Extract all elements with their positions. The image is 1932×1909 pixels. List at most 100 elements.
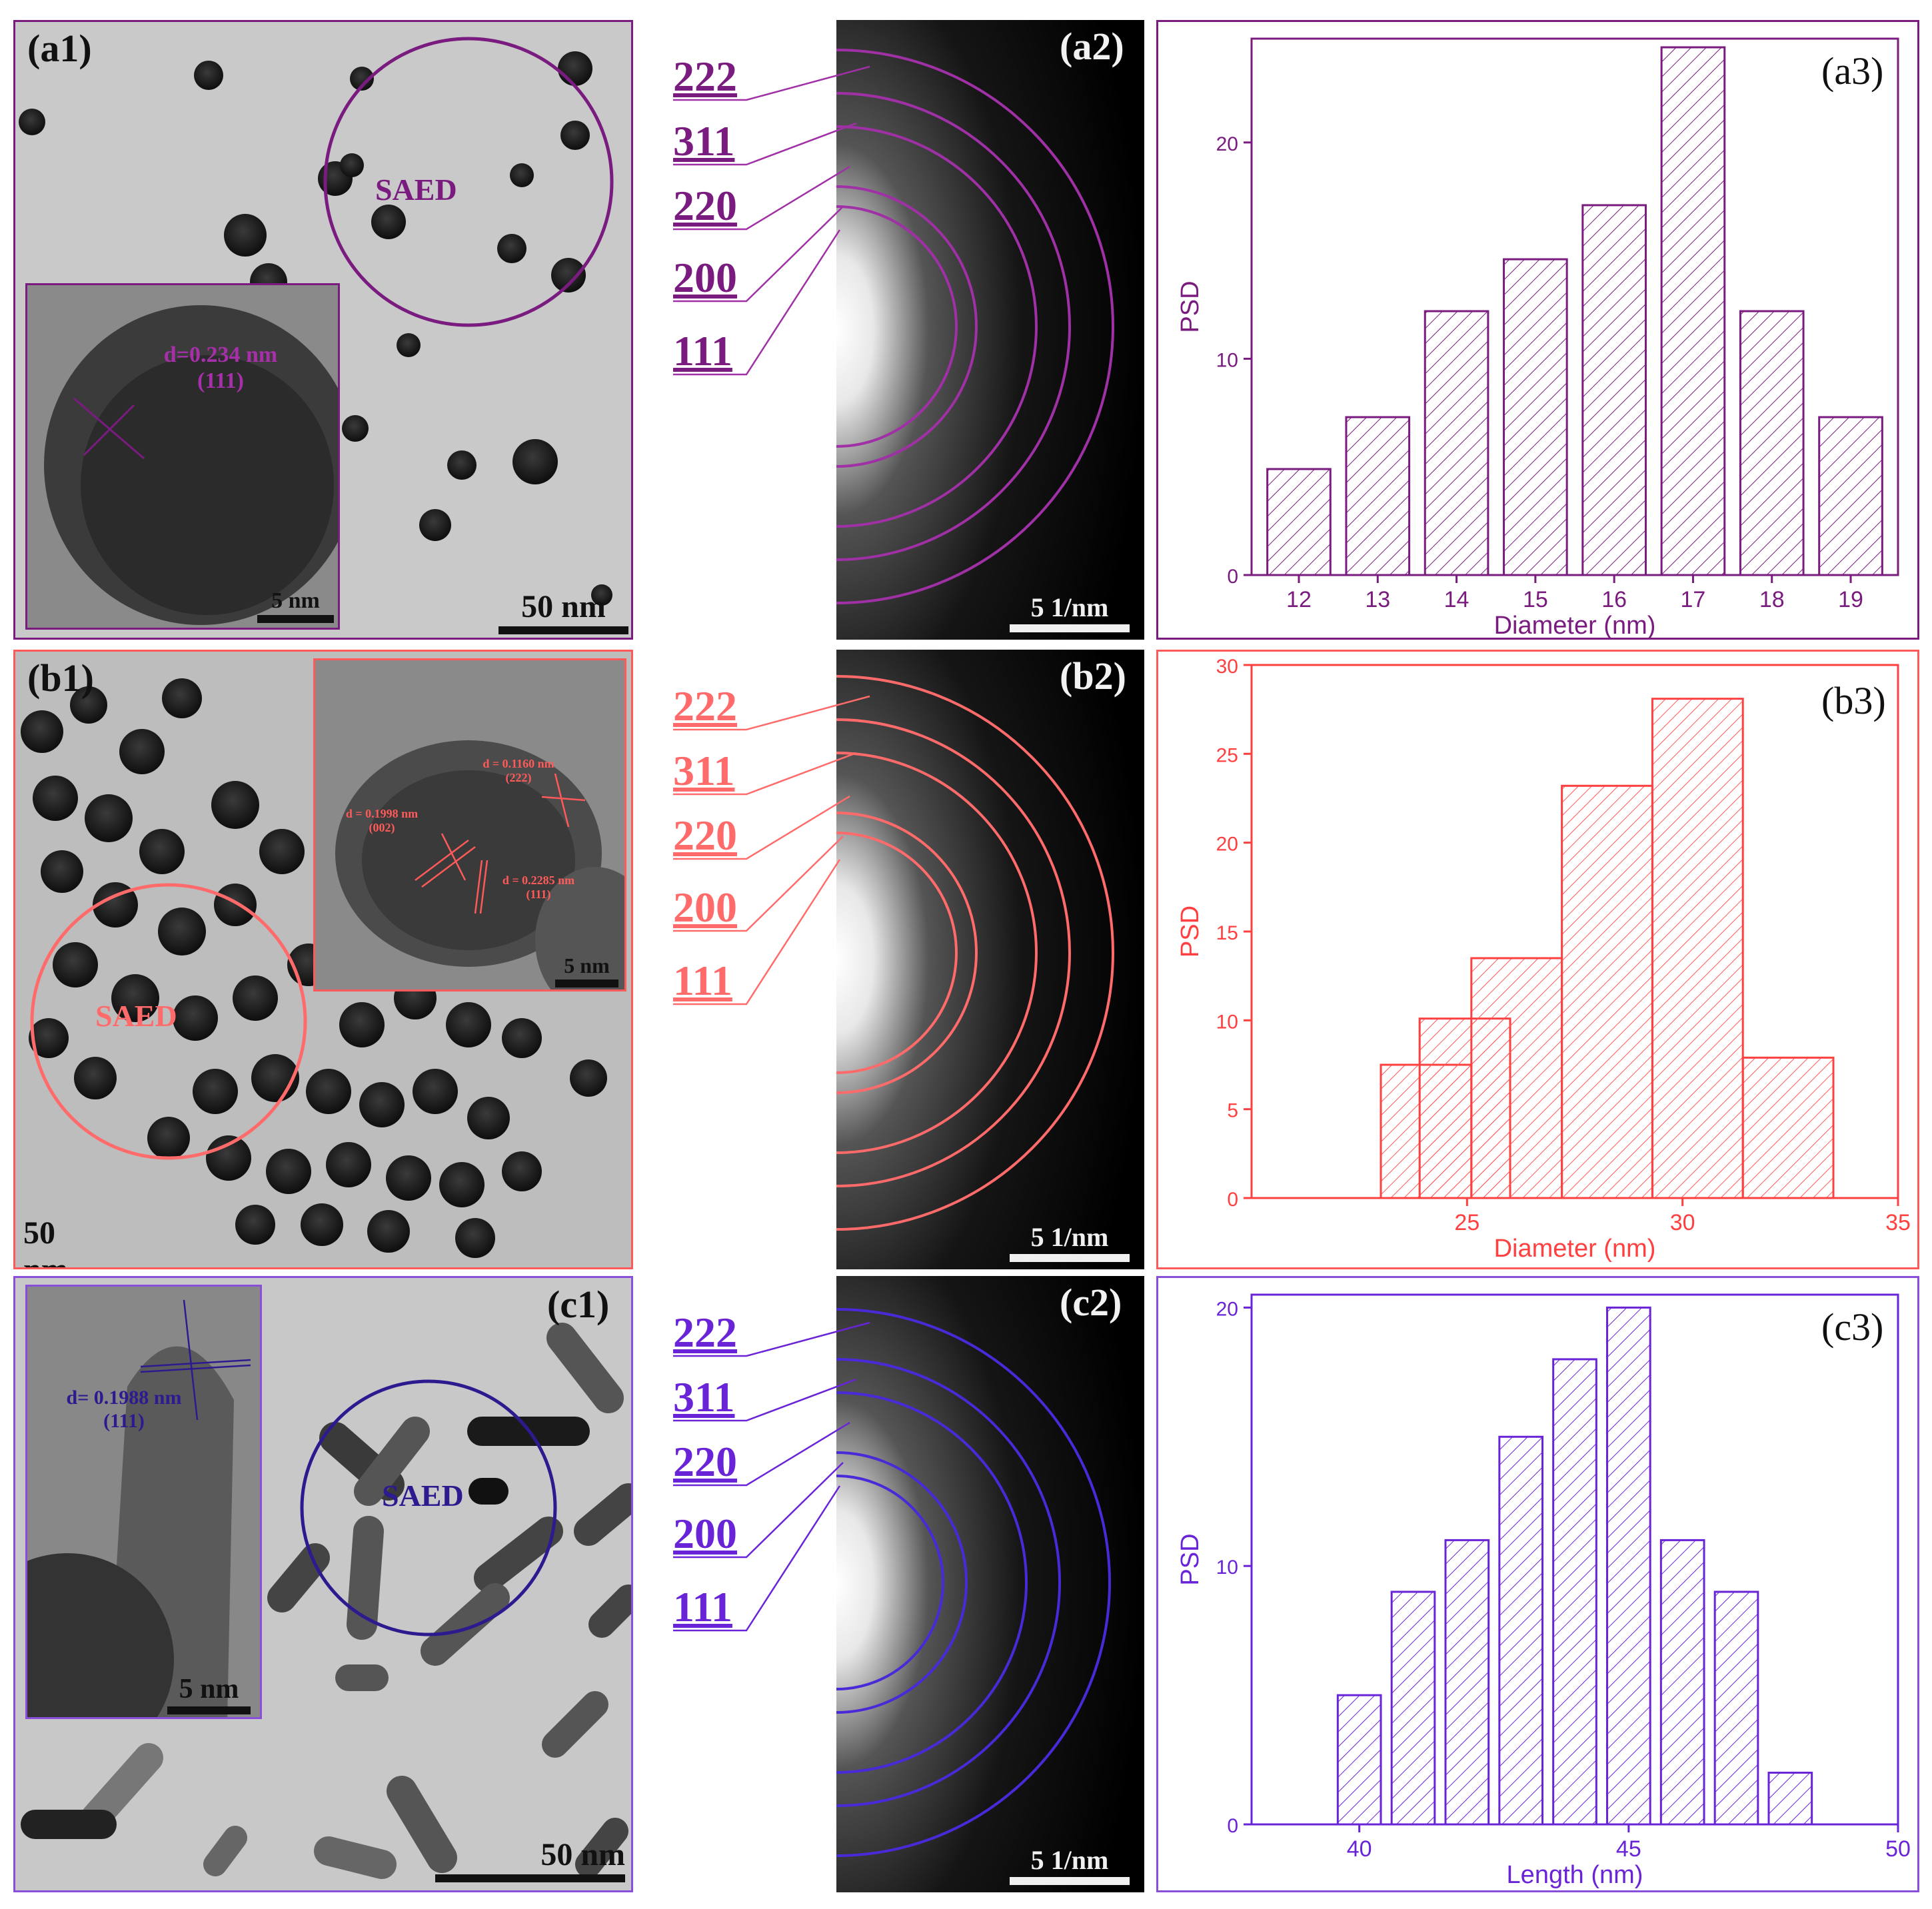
chart-svg-b3: 25 30 35 0 5 10 15 20 25 30 Diameter (nm) PSD bbox=[1176, 656, 1911, 1263]
tem-scale-text-c: 50 nm bbox=[540, 1837, 625, 1872]
histogram-bar-0 bbox=[1336, 1694, 1382, 1826]
hkl-220-a: 220 bbox=[673, 182, 737, 229]
x-tick-label-1: 30 bbox=[1670, 1210, 1695, 1235]
x-axis-label: Diameter (nm) bbox=[1494, 1235, 1656, 1263]
y-tick-label-1: 10 bbox=[1216, 349, 1238, 371]
x-tick-label-6: 18 bbox=[1759, 587, 1785, 612]
diffraction-rings-c bbox=[836, 1276, 1144, 1892]
y-tick-label-0: 0 bbox=[1227, 1815, 1238, 1837]
histogram-bar-2 bbox=[1470, 957, 1563, 1199]
x-axis-label: Diameter (nm) bbox=[1494, 612, 1656, 640]
histogram-bar-0 bbox=[1266, 468, 1332, 576]
histogram-bar-7 bbox=[1818, 416, 1883, 576]
saed-scale-bar-c: 5 1/nm bbox=[1010, 1844, 1130, 1885]
y-axis-label: PSD bbox=[1176, 906, 1204, 957]
x-axis-label: Length (nm) bbox=[1507, 1861, 1643, 1889]
histogram-bar-4 bbox=[1651, 698, 1744, 1199]
hrtem-inset-c: d= 0.1988 nm (111) 5 nm bbox=[25, 1285, 262, 1719]
tem-scale-text-a: 50 nm bbox=[521, 589, 606, 624]
panel-label-a2: (a2) bbox=[1060, 25, 1124, 68]
diffraction-rings-b bbox=[836, 650, 1144, 1269]
panel-label-c1: (c1) bbox=[547, 1283, 610, 1326]
miller-index-c: (111) bbox=[103, 1409, 145, 1432]
histogram-bar-6 bbox=[1739, 310, 1805, 576]
saed-pattern-b2: (b2) 5 1/nm bbox=[836, 650, 1144, 1269]
tem-image-b1: SAED (b1) d = 0.1160 nm (222) d = 0.1998… bbox=[13, 650, 633, 1269]
saed-pattern-c2: (c2) 5 1/nm bbox=[836, 1276, 1144, 1892]
hkl-311-b: 311 bbox=[673, 747, 735, 794]
hkl-leader-lines-b bbox=[673, 695, 870, 1005]
x-tick-label-4: 16 bbox=[1601, 587, 1627, 612]
d-spacing-b1: d = 0.1160 nm (222) bbox=[465, 757, 572, 784]
hkl-311-c: 311 bbox=[673, 1373, 735, 1421]
saed-scale-text-c: 5 1/nm bbox=[1030, 1845, 1109, 1875]
inset-scale-text-b: 5 nm bbox=[564, 954, 610, 977]
inset-scale-bar-b: 5 nm bbox=[555, 954, 618, 987]
d-spacing-b3: d = 0.2285 nm (111) bbox=[485, 874, 592, 901]
hkl-220-b: 220 bbox=[673, 812, 737, 859]
hkl-leader-lines-c bbox=[673, 1321, 870, 1632]
tem-scale-bar-a: 50 nm bbox=[498, 588, 628, 634]
histogram-bar-3 bbox=[1561, 784, 1653, 1199]
diffraction-rings-a bbox=[836, 20, 1144, 640]
y-tick-label-1: 10 bbox=[1216, 1557, 1238, 1579]
panel-label-b3: (b3) bbox=[1821, 679, 1886, 722]
hkl-200-a: 200 bbox=[673, 254, 737, 301]
y-tick-label-0: 0 bbox=[1227, 566, 1238, 588]
histogram-bar-6 bbox=[1659, 1539, 1705, 1826]
saed-area-label-c: SAED bbox=[382, 1479, 464, 1513]
miller-index-a: (111) bbox=[197, 368, 244, 394]
y-tick-label-0: 0 bbox=[1227, 1189, 1238, 1211]
saed-scale-bar-b: 5 1/nm bbox=[1010, 1221, 1130, 1262]
inset-scale-text-a: 5 nm bbox=[271, 588, 320, 613]
inset-scale-bar-a: 5 nm bbox=[257, 588, 334, 623]
saed-area-label-b: SAED bbox=[95, 999, 177, 1033]
histogram-bar-2 bbox=[1444, 1539, 1490, 1826]
hkl-111-a: 111 bbox=[673, 327, 732, 374]
panel-label-a3: (a3) bbox=[1821, 49, 1884, 93]
hrtem-particle-b bbox=[335, 740, 624, 989]
hkl-311-a: 311 bbox=[673, 117, 735, 165]
histogram-bar-4 bbox=[1552, 1358, 1597, 1826]
hkl-222-c: 222 bbox=[673, 1309, 737, 1356]
hrtem-rod-c bbox=[27, 1299, 251, 1717]
chart-svg-a3: 12 13 14 15 16 17 18 19 0 10 20 Diameter (nm) PSD bbox=[1176, 37, 1899, 640]
histogram-bar-3 bbox=[1498, 1435, 1544, 1826]
plot-frame bbox=[1250, 37, 1899, 576]
histogram-bar-4 bbox=[1581, 204, 1647, 576]
y-tick-label-2: 10 bbox=[1216, 1011, 1238, 1033]
hkl-200-c: 200 bbox=[673, 1510, 737, 1557]
x-tick-label-0: 40 bbox=[1347, 1836, 1372, 1862]
panel-label-c3: (c3) bbox=[1821, 1305, 1884, 1349]
hkl-111-b: 111 bbox=[673, 957, 732, 1004]
histogram-c3: 40 45 50 0 10 20 Length (nm) PSD (c3) bbox=[1156, 1276, 1919, 1892]
x-tick-label-2: 14 bbox=[1444, 587, 1469, 612]
histogram-bar-5 bbox=[1741, 1056, 1835, 1199]
panel-label-c2: (c2) bbox=[1060, 1281, 1122, 1324]
miller-index-b1: (222) bbox=[505, 770, 532, 784]
panel-label-a1: (a1) bbox=[27, 27, 92, 70]
y-tick-label-2: 20 bbox=[1216, 1298, 1238, 1320]
d-spacing-value-a: d=0.234 nm bbox=[163, 342, 278, 367]
x-tick-label-1: 45 bbox=[1616, 1836, 1641, 1862]
d-spacing-value-b1: d = 0.1160 nm bbox=[483, 757, 554, 770]
y-tick-label-3: 15 bbox=[1216, 922, 1238, 944]
histogram-bar-8 bbox=[1767, 1771, 1813, 1826]
inset-scale-text-c: 5 nm bbox=[179, 1674, 239, 1704]
x-tick-label-3: 15 bbox=[1523, 587, 1548, 612]
nanorod-image-c bbox=[21, 1323, 631, 1879]
histogram-bar-7 bbox=[1713, 1591, 1759, 1826]
panel-label-b2: (b2) bbox=[1060, 654, 1126, 698]
x-tick-label-7: 19 bbox=[1838, 587, 1863, 612]
inset-scale-bar-c: 5 nm bbox=[167, 1673, 251, 1714]
d-spacing-value-b2: d = 0.1998 nm bbox=[345, 807, 419, 820]
d-spacing-b2: d = 0.1998 nm (002) bbox=[329, 807, 435, 834]
saed-scale-text-a: 5 1/nm bbox=[1030, 592, 1109, 622]
histogram-bar-2 bbox=[1424, 310, 1489, 576]
panel-label-b1: (b1) bbox=[27, 656, 94, 700]
hkl-200-b: 200 bbox=[673, 884, 737, 931]
histogram-a3: 12 13 14 15 16 17 18 19 0 10 20 Diameter (nm) PSD (a… bbox=[1156, 20, 1919, 640]
hrtem-inset-a: d=0.234 nm (111) 5 nm bbox=[25, 283, 340, 630]
hkl-222-a: 222 bbox=[673, 53, 737, 100]
tem-scale-bar-b: 50 nm bbox=[23, 1215, 100, 1267]
